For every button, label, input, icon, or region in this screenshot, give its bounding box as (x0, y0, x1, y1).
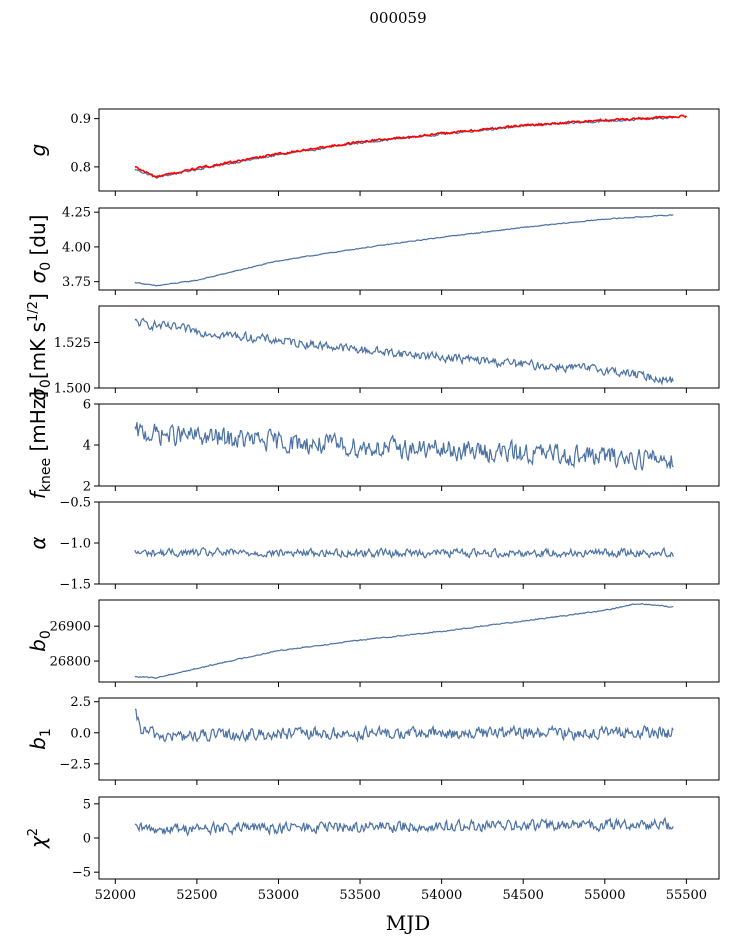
ytick-label-b1-1: 0.0 (70, 726, 91, 741)
series-line-b0 (134, 602, 674, 679)
xtick-label-4: 54000 (421, 888, 462, 903)
axes-frame-b0 (98, 599, 720, 683)
ylabel-chi2: χ2 (26, 828, 50, 849)
axes-frame-sigma0_du (98, 207, 720, 291)
xtick-label-2: 53000 (258, 888, 299, 903)
ytick-label-g-1: 0.9 (70, 112, 91, 127)
series-line-g (134, 116, 674, 179)
series-line-b1 (134, 708, 674, 743)
ylabel-sigma0_mk: σ0[mK s1/2] (26, 293, 54, 401)
ytick-label-b1-0: −2.5 (59, 757, 91, 772)
xtick-label-7: 55500 (666, 888, 707, 903)
ytick-label-chi2-1: 0 (83, 832, 91, 847)
panel-chi2: −5 0 5 52000 52500 53000 53500 54000 54500 55000 5… (26, 796, 720, 903)
ytick-label-b0-1: 26900 (50, 620, 91, 635)
panel-alpha: −1.5 −1.0 −0.5 α (26, 496, 720, 593)
ytick-label-chi2-0: −5 (72, 866, 91, 881)
panel-g: 0.8 0.9 g (26, 108, 720, 196)
series-line-sigma0_mk (134, 317, 674, 386)
x-axis-label: MJD (386, 911, 431, 935)
series-line-sigma0_du (134, 214, 674, 287)
overlay-line-g (134, 114, 688, 179)
ylabel-b0: b0 (26, 630, 54, 652)
ytick-label-fknee-1: 4 (83, 439, 91, 454)
ytick-label-alpha-2: −0.5 (59, 496, 91, 511)
panel-sigma0_du: 3.75 4.00 4.25 σ0 [du] (26, 206, 720, 295)
ytick-label-g-0: 0.8 (70, 160, 91, 175)
axes-frame-fknee (98, 403, 720, 487)
ytick-label-sigma0_du-2: 4.25 (62, 206, 91, 221)
ytick-label-sigma0_du-0: 3.75 (62, 275, 91, 290)
axes-frame-alpha (98, 501, 720, 585)
ytick-label-alpha-1: −1.0 (59, 537, 91, 552)
ytick-label-alpha-0: −1.5 (59, 578, 91, 593)
ytick-label-fknee-0: 2 (83, 480, 91, 495)
panels-group: 0.8 0.9 g 3.75 4.00 4.25 σ0 [du] 1.500 1.525σ0[m… (26, 108, 720, 903)
series-line-chi2 (134, 816, 674, 837)
series-line-alpha (134, 546, 674, 560)
ytick-label-b1-2: 2.5 (70, 695, 91, 710)
ylabel-fknee: fknee [mHz] (26, 391, 54, 499)
xtick-label-0: 52000 (95, 888, 136, 903)
ytick-label-sigma0_du-1: 4.00 (62, 240, 91, 255)
xtick-label-5: 54500 (503, 888, 544, 903)
axes-frame-chi2 (98, 796, 720, 880)
xtick-label-1: 52500 (176, 888, 217, 903)
axes-frame-g (98, 108, 720, 192)
ytick-label-sigma0_mk-1: 1.525 (54, 336, 91, 351)
axes-frame-b1 (98, 697, 720, 781)
ytick-label-b0-0: 26800 (50, 655, 91, 670)
ytick-label-fknee-2: 6 (83, 398, 91, 413)
xtick-label-3: 53500 (339, 888, 380, 903)
axes-frame-sigma0_mk (98, 305, 720, 389)
panel-b1: −2.5 0.0 2.5 b1 (26, 695, 720, 785)
ylabel-g: g (26, 144, 50, 157)
chart-title: 000059 (369, 9, 426, 27)
ytick-label-chi2-2: 5 (83, 797, 91, 812)
ytick-label-sigma0_mk-0: 1.500 (54, 382, 91, 397)
panel-fknee: 2 4 6 fknee [mHz] (26, 391, 720, 499)
ylabel-alpha: α (26, 536, 50, 549)
xtick-label-6: 55000 (584, 888, 625, 903)
ylabel-b1: b1 (26, 728, 54, 750)
series-line-fknee (134, 422, 674, 471)
ylabel-sigma0_du: σ0 [du] (26, 215, 54, 284)
